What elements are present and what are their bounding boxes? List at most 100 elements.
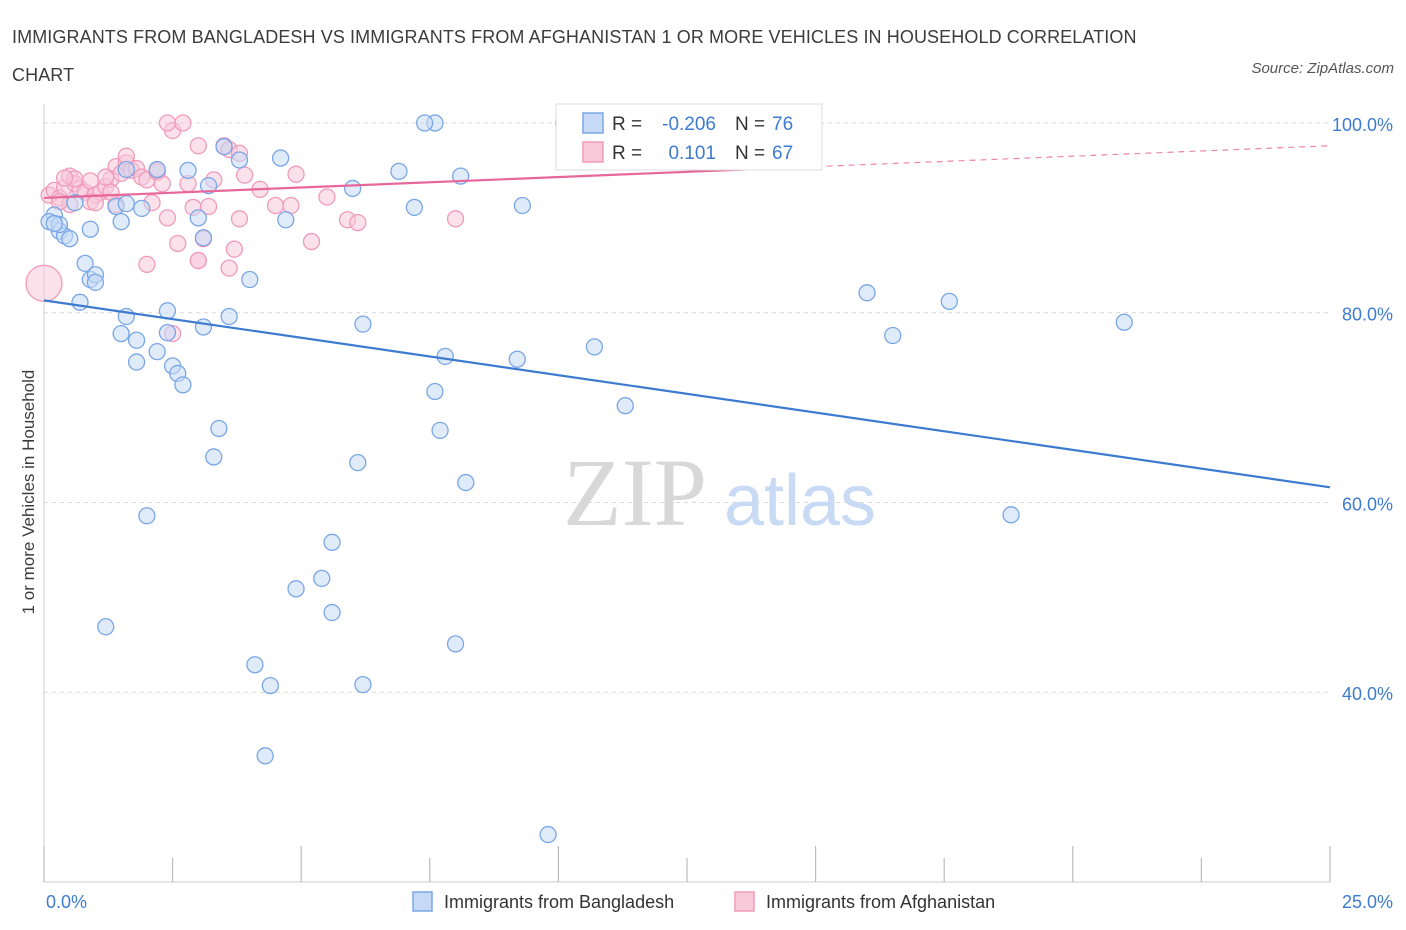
point-bangladesh — [354, 676, 372, 694]
point-bangladesh — [241, 270, 259, 289]
point-bangladesh — [539, 825, 557, 844]
point-afghanistan — [230, 210, 249, 228]
y-tick-label: 80.0% — [1342, 305, 1393, 325]
point-bangladesh — [45, 214, 63, 233]
point-bangladesh — [457, 473, 475, 492]
point-afghanistan — [25, 264, 63, 302]
stats-n-label-pink: N = — [735, 143, 765, 164]
point-bangladesh — [616, 397, 634, 415]
point-bangladesh — [194, 318, 213, 336]
point-bangladesh — [86, 273, 105, 292]
point-bangladesh — [246, 656, 264, 674]
point-bangladesh — [277, 211, 295, 229]
point-afghanistan — [86, 194, 105, 212]
point-afghanistan — [225, 240, 243, 258]
point-afghanistan — [446, 210, 465, 228]
trend-lines — [43, 145, 1331, 489]
point-bangladesh — [127, 353, 146, 371]
point-afghanistan — [169, 234, 187, 253]
stats-legend: R = -0.206 N = 76 R = 0.101 N = 67 — [555, 103, 823, 171]
y-tick-label: 100.0% — [1332, 115, 1393, 135]
data-points — [25, 114, 1133, 844]
point-bangladesh — [261, 676, 279, 695]
point-bangladesh — [210, 419, 228, 438]
point-bangladesh — [446, 635, 465, 653]
point-bangladesh — [271, 149, 290, 167]
x-tick-label: 0.0% — [46, 892, 87, 912]
point-bangladesh — [138, 507, 156, 525]
point-afghanistan — [138, 255, 156, 273]
point-afghanistan — [266, 196, 285, 215]
point-bangladesh — [199, 176, 218, 195]
y-tick-label: 60.0% — [1342, 494, 1393, 514]
point-bangladesh — [390, 162, 408, 181]
point-bangladesh — [313, 569, 331, 588]
point-afghanistan — [189, 137, 207, 155]
stats-r-value-pink: 0.101 — [668, 143, 716, 164]
legend-label-bangladesh: Immigrants from Bangladesh — [444, 892, 674, 912]
point-bangladesh — [431, 421, 449, 440]
point-afghanistan — [220, 259, 238, 277]
chart-title: IMMIGRANTS FROM BANGLADESH VS IMMIGRANTS… — [12, 27, 1137, 85]
y-tick-label: 40.0% — [1342, 684, 1393, 704]
point-bangladesh — [194, 229, 213, 247]
point-bangladesh — [117, 160, 135, 179]
point-bangladesh — [343, 179, 362, 198]
point-bangladesh — [323, 603, 341, 622]
point-afghanistan — [235, 166, 254, 184]
point-bangladesh — [148, 160, 166, 179]
legend-swatch-afghanistan — [734, 891, 755, 912]
point-bangladesh — [585, 338, 604, 356]
point-bangladesh — [323, 533, 341, 551]
point-bangladesh — [287, 580, 305, 598]
stats-r-label-pink: R = — [612, 143, 642, 164]
point-bangladesh — [117, 194, 135, 213]
point-afghanistan — [189, 251, 207, 270]
stats-swatch-pink — [582, 141, 604, 163]
point-bangladesh — [220, 307, 238, 326]
trendline-afghanistan — [43, 165, 816, 200]
trendline-afghanistan-extension — [815, 145, 1331, 168]
stats-n-value-pink: 67 — [772, 143, 793, 164]
point-bangladesh — [158, 324, 177, 342]
trendline-bangladesh — [43, 299, 1331, 489]
point-bangladesh — [858, 284, 876, 302]
point-afghanistan — [158, 209, 177, 227]
stats-swatch-blue — [582, 112, 604, 134]
x-tick-labels: 0.0% 25.0% — [46, 892, 1393, 912]
point-bangladesh — [76, 254, 94, 273]
point-afghanistan — [318, 188, 336, 206]
point-bangladesh — [66, 194, 84, 212]
point-bangladesh — [1002, 506, 1020, 524]
point-bangladesh — [205, 448, 223, 466]
point-bangladesh — [256, 747, 274, 765]
point-bangladesh — [81, 220, 99, 238]
point-bangladesh — [112, 212, 130, 231]
point-bangladesh — [71, 293, 89, 311]
bottom-legend: Immigrants from Bangladesh Immigrants fr… — [412, 891, 995, 912]
point-bangladesh — [884, 326, 902, 345]
point-bangladesh — [940, 292, 958, 310]
y-axis-label: 1 or more Vehicles in Household — [19, 370, 38, 615]
point-bangladesh — [416, 114, 434, 132]
point-bangladesh — [174, 376, 192, 394]
watermark-zip: ZIP — [563, 439, 707, 546]
point-afghanistan — [158, 114, 177, 132]
point-bangladesh — [112, 324, 130, 343]
zipatlas-watermark: ZIP atlas — [563, 439, 876, 546]
stats-r-value-blue: -0.206 — [662, 114, 716, 135]
point-bangladesh — [189, 209, 207, 227]
point-afghanistan — [287, 165, 305, 183]
point-bangladesh — [127, 331, 146, 349]
point-afghanistan — [97, 168, 115, 186]
chart-source: Source: ZipAtlas.com — [1251, 60, 1394, 77]
stats-n-value-blue: 76 — [772, 114, 793, 135]
x-tick-label: 25.0% — [1342, 892, 1393, 912]
point-bangladesh — [1115, 313, 1133, 331]
point-bangladesh — [97, 618, 115, 636]
point-afghanistan — [302, 232, 321, 251]
point-bangladesh — [354, 315, 372, 333]
legend-label-afghanistan: Immigrants from Afghanistan — [766, 892, 995, 912]
point-bangladesh — [508, 350, 526, 368]
